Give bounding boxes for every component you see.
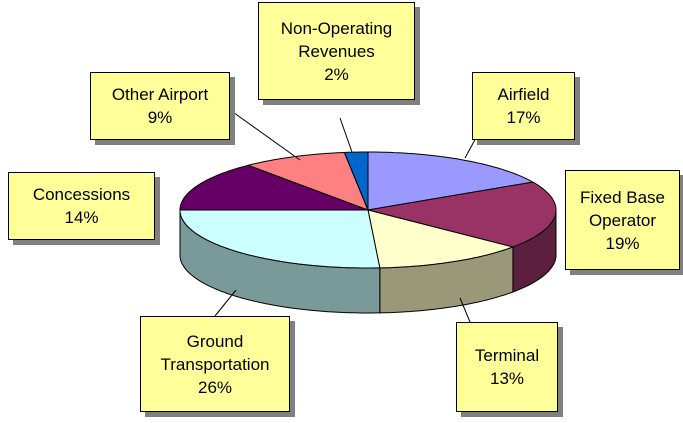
category-label: Terminal <box>474 346 540 365</box>
category-label: Non-Operating Revenues <box>280 18 393 61</box>
slice <box>179 164 369 211</box>
slice <box>367 181 557 248</box>
category-label: Other Airport <box>111 85 209 104</box>
slice <box>246 151 369 211</box>
slice <box>367 151 535 211</box>
leader-line <box>229 109 301 161</box>
value-label: 26% <box>197 377 233 397</box>
value-label: 13% <box>489 369 525 388</box>
category-label: Airfield <box>497 85 550 104</box>
data-label-box: Ground Transportation 26% <box>140 316 290 412</box>
slice <box>343 151 369 211</box>
leader-line <box>339 117 353 153</box>
data-label-box: Airfield 17% <box>472 72 575 140</box>
leader-line <box>214 289 237 317</box>
value-label: 2% <box>324 64 349 84</box>
value-label: 14% <box>64 208 99 227</box>
data-label-box: Non-Operating Revenues 2% <box>258 2 415 100</box>
data-label-box: Fixed Base Operator 19% <box>565 170 680 270</box>
slice <box>179 209 381 269</box>
leader-line <box>459 297 471 323</box>
data-label-box: Concessions 14% <box>8 172 155 240</box>
data-label-box: Other Airport 9% <box>90 72 230 140</box>
category-label: Fixed Base Operator <box>579 187 666 230</box>
data-label-box: Terminal 13% <box>456 322 558 412</box>
category-label: Concessions <box>32 185 131 204</box>
value-label: 17% <box>506 108 541 127</box>
value-label: 9% <box>147 108 173 127</box>
value-label: 19% <box>605 233 640 253</box>
slice <box>367 209 515 269</box>
category-label: Ground Transportation <box>160 331 270 374</box>
